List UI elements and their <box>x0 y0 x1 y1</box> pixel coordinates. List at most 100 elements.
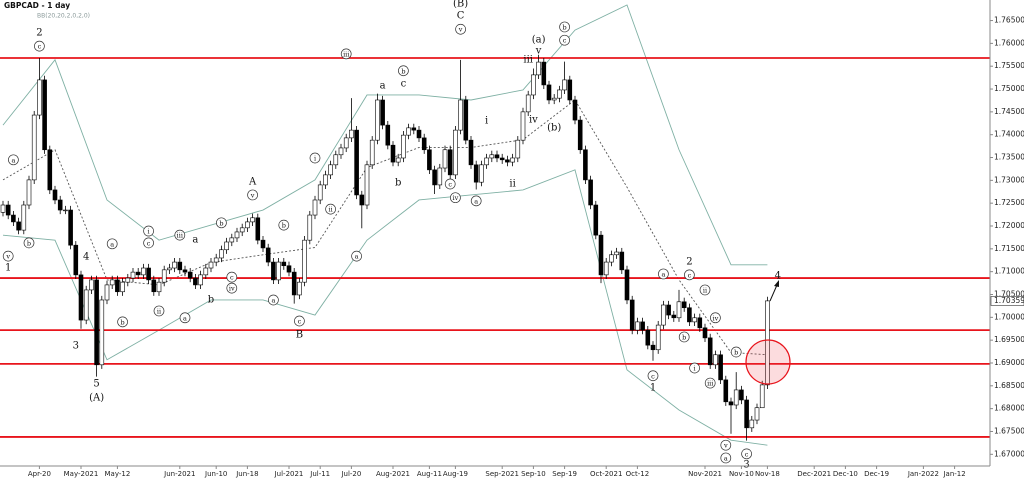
candle-body <box>411 127 417 131</box>
wave-label: a <box>724 454 728 462</box>
wave-circle <box>710 312 721 324</box>
candle-body <box>463 99 469 141</box>
candle-body <box>505 159 510 163</box>
y-tick-label: 1.74500 <box>994 107 1024 116</box>
x-tick-label: Jun-10 <box>204 470 227 478</box>
wave-label: i <box>694 365 696 373</box>
wave-label: v <box>535 46 542 57</box>
candle-body <box>21 204 27 231</box>
wave-label: A <box>248 177 257 188</box>
x-tick-label: Oct-2021 <box>590 470 622 478</box>
wave-label: c <box>688 271 692 279</box>
candle-body <box>42 79 47 151</box>
candle-body <box>681 301 687 309</box>
wave-label: iv <box>529 115 538 126</box>
wave-circle <box>34 40 45 52</box>
candle-body <box>557 89 562 99</box>
x-tick-label: Nov-10 <box>729 470 754 478</box>
x-tick-label: Sep-10 <box>521 470 546 478</box>
wave-circle <box>699 284 711 296</box>
candle-body <box>671 314 677 319</box>
x-tick-label: Jul-2021 <box>274 470 304 478</box>
candle-body <box>453 129 458 176</box>
x-tick-label: Jan-2022 <box>907 470 939 478</box>
candle-body <box>390 144 396 163</box>
wave-label: 3 <box>743 459 749 470</box>
candle-body <box>271 261 276 281</box>
candle-body <box>323 174 328 186</box>
candle-body <box>141 267 146 276</box>
wave-label: B <box>296 330 303 341</box>
candle-body <box>707 337 713 366</box>
wave-label: ii <box>509 179 515 190</box>
candle-body <box>479 164 484 183</box>
y-tick-label: 1.71000 <box>994 267 1024 276</box>
candle-body <box>676 301 682 319</box>
wave-label: c <box>38 43 42 51</box>
wave-label: i <box>485 115 488 126</box>
wave-label: v <box>458 26 463 34</box>
wave-circle <box>450 192 461 204</box>
y-tick-label: 1.72000 <box>994 221 1024 230</box>
wave-circle <box>226 282 238 294</box>
wave-label: c <box>563 37 567 45</box>
wave-circle <box>268 294 279 306</box>
last-price-tag <box>990 296 1024 306</box>
candle-body <box>473 164 479 183</box>
y-tick-label: 1.74000 <box>994 130 1024 139</box>
candle-body <box>520 111 526 141</box>
candle-body <box>57 199 63 211</box>
candle-body <box>135 271 141 276</box>
candle-body <box>499 157 505 161</box>
candle-body <box>37 79 42 116</box>
wave-circle <box>226 271 238 283</box>
y-tick-label: 1.69000 <box>994 358 1024 367</box>
band-lower <box>2 169 768 446</box>
x-tick-label: Nov-18 <box>755 470 780 478</box>
wave-circle <box>398 65 409 77</box>
candle-body <box>333 154 339 166</box>
candle-body <box>603 261 609 276</box>
wave-label: c <box>745 450 749 458</box>
candle-body <box>281 261 287 267</box>
candle-body <box>759 384 765 409</box>
candle-body <box>187 271 193 279</box>
candle-body <box>489 154 495 159</box>
candle-body <box>203 267 209 276</box>
wave-label: a <box>110 240 114 248</box>
candle-body <box>125 277 131 283</box>
candle-body <box>94 279 99 366</box>
wave-label: b <box>734 349 738 357</box>
candle-body <box>260 239 266 249</box>
x-tick-label: Aug-11 <box>417 470 442 478</box>
band-upper <box>2 4 768 266</box>
y-tick-label: 1.72500 <box>994 198 1024 207</box>
y-tick-label: 1.68500 <box>994 381 1024 390</box>
wave-label: 5 <box>93 378 99 389</box>
wave-circle <box>216 217 227 229</box>
x-tick-label: Dec-2021 <box>797 470 831 478</box>
candle-body <box>5 204 11 216</box>
candle-body <box>312 199 318 216</box>
wave-label: c <box>448 181 452 189</box>
candle-body <box>380 99 385 126</box>
candle-body <box>120 281 125 293</box>
candle-body <box>567 79 573 101</box>
y-tick-label: 1.73500 <box>994 153 1024 162</box>
candle-body <box>354 129 359 196</box>
candle-body <box>458 99 463 131</box>
wave-label: C <box>457 10 465 21</box>
wave-label: (B) <box>453 0 468 10</box>
wave-circle <box>678 331 690 343</box>
wave-label: b <box>219 219 223 227</box>
wave-circle <box>106 238 118 250</box>
candle-body <box>343 137 349 149</box>
wave-circle <box>455 23 466 35</box>
wave-circle <box>730 346 742 358</box>
wave-circle <box>689 362 700 374</box>
wave-circle <box>309 152 321 164</box>
wave-circle <box>559 21 570 33</box>
candle-body <box>609 254 614 263</box>
candle-body <box>52 189 58 201</box>
wave-circle <box>741 448 752 460</box>
